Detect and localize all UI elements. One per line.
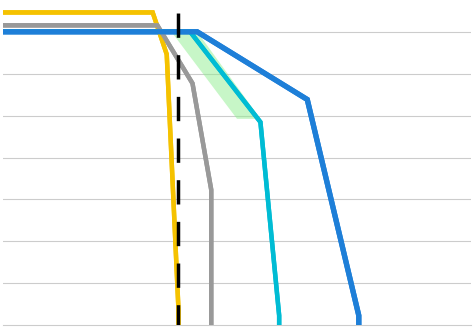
Polygon shape (172, 32, 260, 119)
